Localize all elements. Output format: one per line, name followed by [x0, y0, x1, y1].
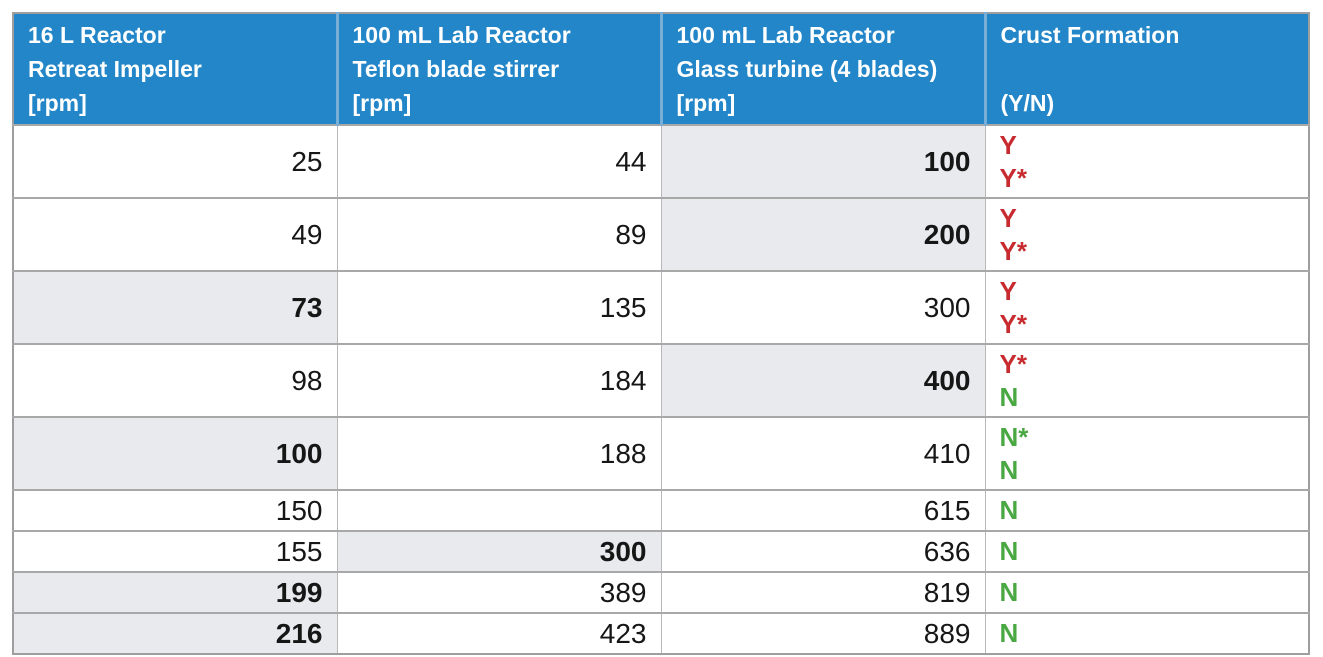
rpm-cell: 389	[336, 571, 661, 613]
table-body: 25 44 100 Y Y* 49 89 200 Y Y* 73 135 300 Y Y* 98 184 400 Y…	[12, 124, 1309, 654]
header-line: Crust Formation	[1000, 22, 1180, 48]
rpm-cell: 410	[660, 416, 985, 490]
rpm-cell: 188	[336, 416, 661, 490]
header-line: [rpm]	[352, 90, 412, 116]
crust-value: Y	[999, 129, 1017, 160]
rpm-cell: 49	[12, 197, 337, 271]
crust-cell: N	[984, 530, 1309, 572]
table-row: 155 300 636 N	[12, 530, 1309, 572]
rpm-cell: 889	[660, 612, 985, 654]
rpm-cell: 73	[12, 270, 337, 344]
rpm-cell: 155	[12, 530, 337, 572]
crust-value: N	[999, 495, 1019, 525]
crust-cell: N	[984, 612, 1309, 654]
crust-value: N	[999, 381, 1019, 412]
table-row: 49 89 200 Y Y*	[12, 197, 1309, 271]
table-row: 150 615 N	[12, 489, 1309, 531]
rpm-cell: 216	[12, 612, 337, 654]
crust-cell: N	[984, 489, 1309, 531]
rpm-cell: 89	[336, 197, 661, 271]
table-header: 16 L Reactor Retreat Impeller [rpm] 100 …	[13, 13, 1309, 126]
rpm-cell: 25	[12, 124, 337, 198]
rpm-cell: 98	[12, 343, 337, 417]
crust-value: Y*	[999, 162, 1027, 193]
header-line: [rpm]	[28, 90, 87, 116]
header-col-glass-turbine: 100 mL Lab Reactor Glass turbine (4 blad…	[659, 13, 985, 126]
rpm-cell: 184	[336, 343, 661, 417]
crust-value: N*	[999, 421, 1029, 452]
header-line: 100 mL Lab Reactor	[676, 22, 895, 48]
header-line: 100 mL Lab Reactor	[352, 22, 571, 48]
header-col-teflon-stirrer: 100 mL Lab Reactor Teflon blade stirrer …	[335, 13, 661, 126]
header-line: (Y/N)	[1000, 90, 1055, 116]
rpm-cell: 300	[660, 270, 985, 344]
crust-value: Y	[999, 275, 1017, 306]
crust-formation-table: 16 L Reactor Retreat Impeller [rpm] 100 …	[12, 12, 1310, 655]
rpm-cell: 150	[12, 489, 337, 531]
rpm-cell: 636	[660, 530, 985, 572]
crust-value: N	[999, 536, 1019, 566]
header-col-crust-formation: Crust Formation (Y/N)	[983, 13, 1309, 126]
header-line: Retreat Impeller	[28, 56, 202, 82]
crust-value: Y*	[999, 235, 1027, 266]
crust-cell: N	[984, 571, 1309, 613]
crust-value: N	[999, 618, 1019, 648]
rpm-cell: 300	[336, 530, 661, 572]
table-row: 98 184 400 Y* N	[12, 343, 1309, 417]
header-col-16l-reactor: 16 L Reactor Retreat Impeller [rpm]	[13, 13, 337, 126]
rpm-cell: 100	[660, 124, 985, 198]
rpm-cell: 400	[660, 343, 985, 417]
table-row: 25 44 100 Y Y*	[12, 124, 1309, 198]
table-row: 216 423 889 N	[12, 612, 1309, 654]
header-line: [rpm]	[676, 90, 736, 116]
rpm-cell: 199	[12, 571, 337, 613]
rpm-cell: 819	[660, 571, 985, 613]
header-line	[1001, 52, 1301, 86]
table-row: 199 389 819 N	[12, 571, 1309, 613]
rpm-cell: 423	[336, 612, 661, 654]
crust-value: N	[999, 577, 1019, 607]
rpm-cell: 100	[12, 416, 337, 490]
crust-value: Y	[999, 202, 1017, 233]
crust-cell: Y Y*	[984, 197, 1309, 271]
rpm-cell: 200	[660, 197, 985, 271]
crust-cell: N* N	[984, 416, 1309, 490]
table-row: 100 188 410 N* N	[12, 416, 1309, 490]
crust-value: Y*	[999, 348, 1027, 379]
crust-cell: Y Y*	[984, 124, 1309, 198]
rpm-cell: 615	[660, 489, 985, 531]
header-line: Glass turbine (4 blades)	[676, 56, 938, 82]
header-line: 16 L Reactor	[28, 22, 166, 48]
crust-cell: Y* N	[984, 343, 1309, 417]
crust-cell: Y Y*	[984, 270, 1309, 344]
crust-value: Y*	[999, 308, 1027, 339]
table-row: 73 135 300 Y Y*	[12, 270, 1309, 344]
crust-value: N	[999, 454, 1019, 485]
header-row: 16 L Reactor Retreat Impeller [rpm] 100 …	[13, 13, 1309, 126]
rpm-cell: 44	[336, 124, 661, 198]
header-line: Teflon blade stirrer	[352, 56, 560, 82]
rpm-cell: 135	[336, 270, 661, 344]
rpm-cell	[336, 489, 661, 531]
